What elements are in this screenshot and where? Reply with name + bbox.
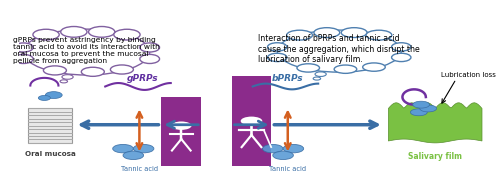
Ellipse shape — [110, 65, 134, 74]
Text: bPRPs: bPRPs — [272, 74, 304, 83]
Ellipse shape — [297, 64, 320, 72]
Ellipse shape — [44, 66, 66, 75]
Circle shape — [315, 72, 326, 76]
Circle shape — [262, 144, 283, 153]
Polygon shape — [388, 103, 482, 143]
Circle shape — [412, 101, 430, 108]
Ellipse shape — [60, 27, 87, 37]
Text: gPRPs prevent astringency by binding
tannic acid to avoid its interaction with
o: gPRPs prevent astringency by binding tan… — [13, 37, 160, 64]
Ellipse shape — [14, 54, 33, 63]
Ellipse shape — [334, 65, 356, 73]
Ellipse shape — [277, 30, 402, 72]
Circle shape — [171, 121, 192, 130]
Ellipse shape — [392, 43, 411, 51]
Text: Tannic acid: Tannic acid — [121, 166, 158, 172]
Ellipse shape — [286, 30, 312, 40]
Text: Salivary film: Salivary film — [408, 152, 462, 161]
Text: Lubrication loss: Lubrication loss — [440, 72, 496, 78]
Circle shape — [123, 151, 144, 159]
Ellipse shape — [14, 43, 33, 52]
Bar — [28, 108, 72, 143]
Circle shape — [38, 95, 50, 100]
Ellipse shape — [24, 29, 150, 75]
Circle shape — [410, 109, 427, 116]
Text: Tannic acid: Tannic acid — [269, 166, 306, 172]
Circle shape — [112, 144, 134, 153]
Ellipse shape — [82, 67, 104, 76]
Ellipse shape — [366, 30, 392, 40]
Circle shape — [62, 75, 73, 79]
Ellipse shape — [88, 27, 115, 37]
Text: Interaction of bPRPs and tannic acid
cause the aggregation, which disrupt the
lu: Interaction of bPRPs and tannic acid cau… — [258, 34, 420, 64]
Ellipse shape — [268, 43, 287, 51]
Circle shape — [420, 105, 436, 112]
Circle shape — [240, 117, 262, 125]
Ellipse shape — [392, 53, 411, 61]
Circle shape — [60, 80, 68, 83]
Ellipse shape — [268, 53, 287, 61]
Circle shape — [273, 151, 293, 159]
Bar — [162, 97, 201, 166]
Ellipse shape — [140, 43, 160, 52]
Text: Oral mucosa: Oral mucosa — [25, 151, 76, 157]
Ellipse shape — [140, 54, 160, 63]
Circle shape — [313, 77, 320, 80]
Text: gPRPs: gPRPs — [127, 74, 158, 83]
Ellipse shape — [314, 28, 340, 37]
Circle shape — [134, 144, 154, 153]
Ellipse shape — [341, 28, 367, 37]
Ellipse shape — [33, 29, 59, 40]
Ellipse shape — [114, 29, 140, 40]
Ellipse shape — [362, 63, 386, 71]
Bar — [232, 76, 272, 166]
Circle shape — [283, 144, 304, 153]
Circle shape — [46, 92, 62, 99]
